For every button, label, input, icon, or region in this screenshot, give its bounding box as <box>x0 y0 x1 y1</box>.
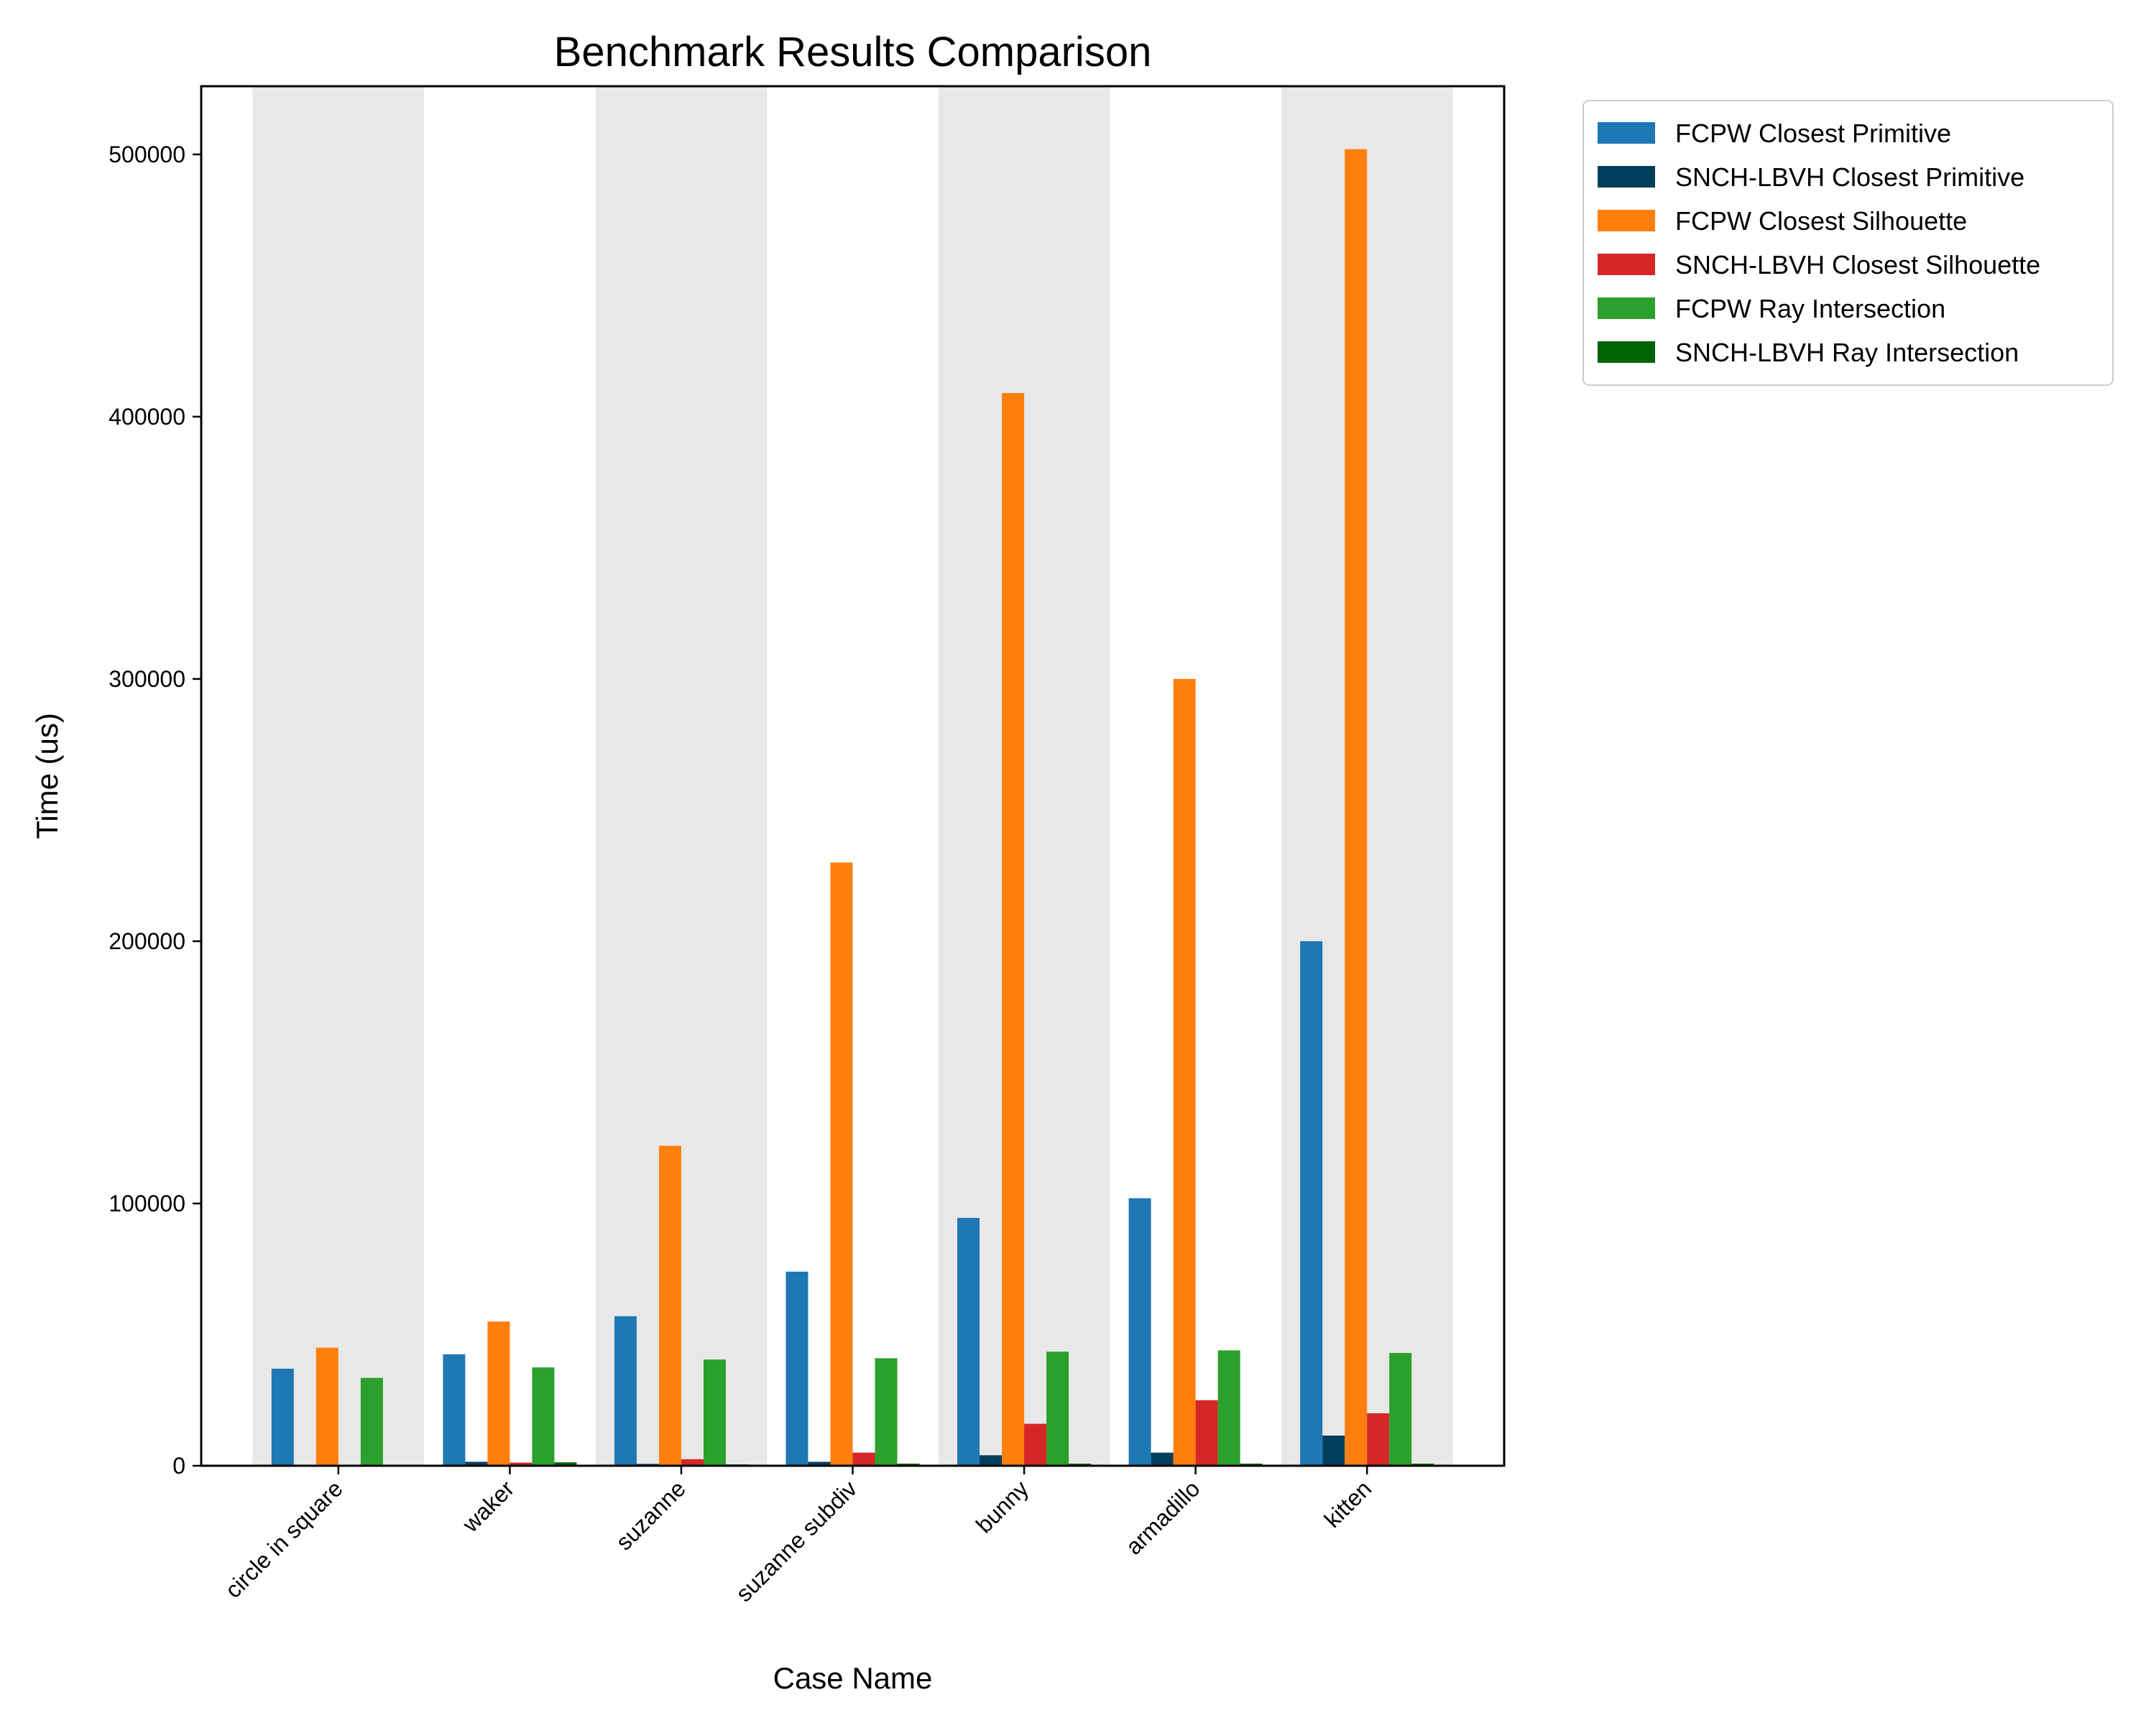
bar <box>465 1461 488 1466</box>
bar <box>852 1452 875 1466</box>
legend-swatch <box>1598 254 1655 275</box>
bar <box>1151 1452 1174 1466</box>
chart-title: Benchmark Results Comparison <box>554 29 1152 75</box>
bar <box>786 1271 808 1466</box>
bar <box>614 1316 637 1466</box>
bar <box>1345 149 1368 1466</box>
bar <box>1173 678 1196 1466</box>
bar <box>830 862 853 1466</box>
x-tick-label: waker <box>457 1475 520 1538</box>
bar <box>1322 1436 1345 1466</box>
bar <box>1389 1353 1412 1466</box>
legend-label: FCPW Ray Intersection <box>1675 294 1945 323</box>
bar <box>315 1347 338 1466</box>
legend-swatch <box>1598 210 1655 231</box>
bar <box>957 1218 980 1466</box>
bar <box>1002 393 1025 1466</box>
bar <box>271 1368 294 1466</box>
bar <box>360 1377 383 1466</box>
bars-layer <box>271 149 1434 1466</box>
y-tick-label: 100000 <box>109 1191 185 1216</box>
bar <box>1367 1413 1390 1466</box>
y-axis-title: Time (us) <box>30 713 64 839</box>
legend-label: FCPW Closest Primitive <box>1675 119 1951 148</box>
y-tick-label: 0 <box>172 1453 185 1479</box>
legend: FCPW Closest Primitive SNCH-LBVH Closest … <box>1583 100 2114 386</box>
bar <box>808 1461 831 1466</box>
y-tick-label: 300000 <box>109 666 185 692</box>
legend-label: SNCH-LBVH Closest Silhouette <box>1675 250 2040 279</box>
x-tick-label: suzanne <box>611 1475 691 1555</box>
bar <box>681 1459 704 1466</box>
bar <box>875 1358 898 1466</box>
bar <box>980 1455 1003 1466</box>
legend-swatch <box>1598 122 1655 144</box>
category-band <box>252 86 425 1466</box>
bar <box>487 1321 510 1466</box>
bar <box>1300 941 1323 1466</box>
legend-swatch <box>1598 297 1655 319</box>
x-tick-label: circle in square <box>220 1475 348 1603</box>
legend-label: SNCH-LBVH Ray Intersection <box>1675 338 2019 367</box>
bar <box>1217 1350 1240 1466</box>
bar <box>658 1145 681 1466</box>
bar <box>1128 1198 1151 1466</box>
legend-swatch <box>1598 341 1655 363</box>
x-axis-title: Case Name <box>773 1661 933 1695</box>
x-tick-label: suzanne subdiv <box>731 1475 862 1607</box>
x-axis: circle in square waker suzanne suzanne subd… <box>220 1466 1376 1607</box>
legend-label: FCPW Closest Silhouette <box>1675 206 1967 236</box>
bar <box>703 1359 726 1466</box>
y-tick-label: 200000 <box>109 928 185 954</box>
bar <box>443 1354 466 1466</box>
y-axis: 0 100000 200000 300000 400000 500000 <box>109 142 201 1479</box>
bar <box>1195 1400 1218 1466</box>
x-tick-label: kitten <box>1319 1475 1377 1533</box>
bar <box>554 1462 577 1466</box>
y-tick-label: 400000 <box>109 404 185 430</box>
bar <box>510 1462 533 1466</box>
bar <box>1046 1352 1069 1466</box>
legend-box <box>1583 100 2114 386</box>
legend-label: SNCH-LBVH Closest Primitive <box>1675 162 2024 192</box>
bar <box>1024 1423 1047 1466</box>
y-tick-label: 500000 <box>109 142 185 167</box>
legend-swatch <box>1598 166 1655 188</box>
bar <box>532 1367 555 1466</box>
x-tick-label: bunny <box>971 1475 1033 1538</box>
x-tick-label: armadillo <box>1120 1475 1204 1559</box>
